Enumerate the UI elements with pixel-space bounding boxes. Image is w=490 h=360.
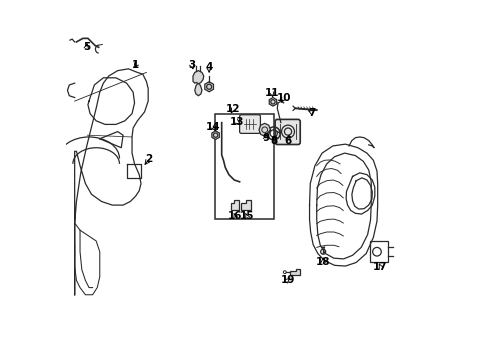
Polygon shape <box>259 123 270 136</box>
Polygon shape <box>193 71 204 84</box>
Text: 13: 13 <box>230 117 245 127</box>
Text: 12: 12 <box>226 104 241 114</box>
Text: 19: 19 <box>281 275 295 285</box>
Text: 6: 6 <box>284 136 292 145</box>
Text: 1: 1 <box>132 60 139 70</box>
Text: 10: 10 <box>276 93 291 103</box>
Text: 16: 16 <box>228 211 242 221</box>
Polygon shape <box>205 82 214 92</box>
Bar <box>215 114 274 220</box>
Polygon shape <box>231 200 239 211</box>
Polygon shape <box>269 98 277 106</box>
Text: 8: 8 <box>271 136 278 145</box>
Text: 18: 18 <box>316 257 330 267</box>
Text: 15: 15 <box>240 211 254 221</box>
Polygon shape <box>242 200 251 211</box>
Text: 3: 3 <box>188 60 196 70</box>
Text: 4: 4 <box>205 62 213 72</box>
FancyBboxPatch shape <box>275 120 300 144</box>
Text: 2: 2 <box>145 154 152 164</box>
Text: 9: 9 <box>262 133 270 143</box>
FancyBboxPatch shape <box>240 115 260 134</box>
Polygon shape <box>195 84 202 96</box>
Text: 11: 11 <box>265 88 279 98</box>
Text: 5: 5 <box>83 42 90 52</box>
Polygon shape <box>212 131 220 139</box>
Polygon shape <box>290 269 300 275</box>
Bar <box>370 241 388 262</box>
Text: 17: 17 <box>373 262 388 272</box>
Text: 14: 14 <box>206 122 221 132</box>
Text: 7: 7 <box>309 108 316 118</box>
